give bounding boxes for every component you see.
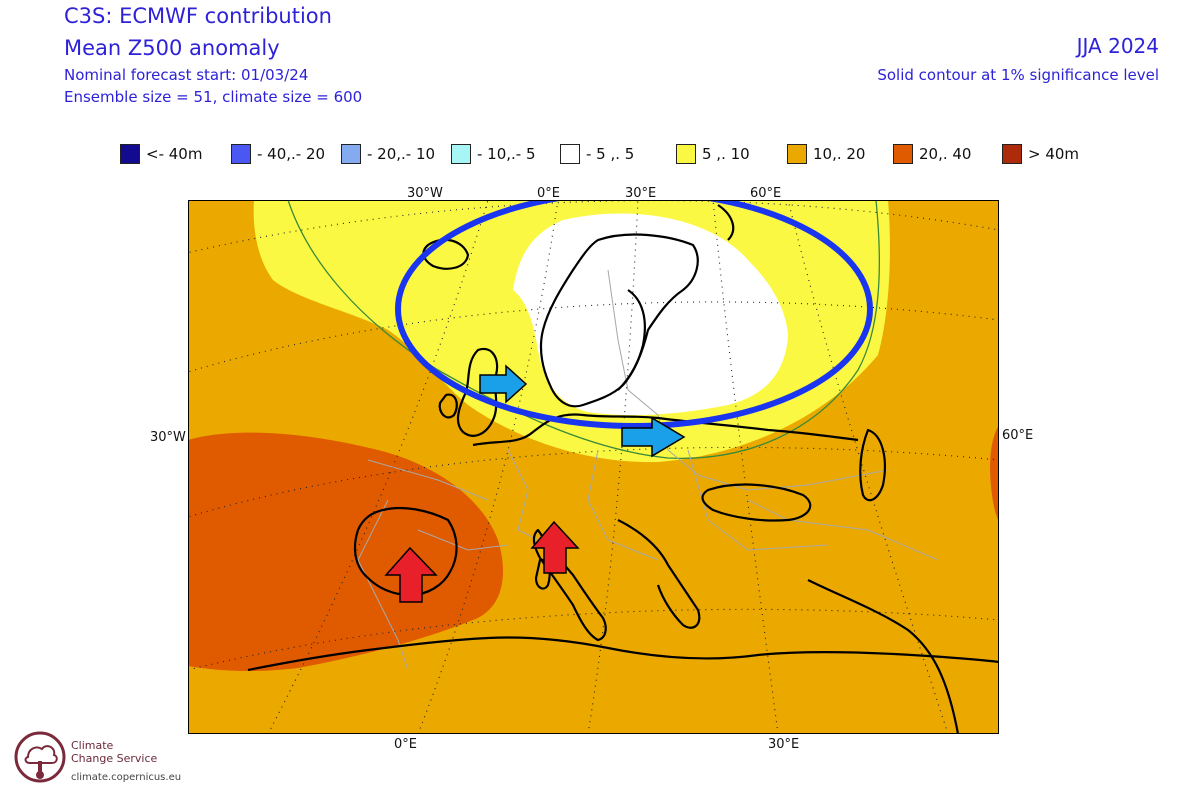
graticule-label-top: 0°E bbox=[537, 186, 560, 201]
red-arrow-icon bbox=[530, 520, 580, 574]
legend-item: > 40m bbox=[1002, 143, 1079, 165]
red-arrow-icon bbox=[384, 546, 438, 603]
legend-label: - 10,.- 5 bbox=[477, 145, 536, 163]
blue-arrow-icon bbox=[479, 364, 528, 404]
legend-label: - 5 ,. 5 bbox=[586, 145, 635, 163]
legend-item: 10,. 20 bbox=[787, 143, 865, 165]
color-legend: <- 40m - 40,.- 20 - 20,.- 10 - 10,.- 5 -… bbox=[120, 143, 1120, 165]
map-frame bbox=[188, 200, 999, 734]
logo-name-line: Climate bbox=[71, 739, 114, 752]
legend-item: - 5 ,. 5 bbox=[560, 143, 634, 165]
graticule bbox=[188, 200, 999, 734]
forecast-start-text: Nominal forecast start: 01/03/24 bbox=[64, 66, 309, 84]
climate-change-service-logo bbox=[14, 731, 66, 783]
legend-label: <- 40m bbox=[146, 145, 203, 163]
anomaly-band-20-40-edge bbox=[990, 425, 999, 522]
logo-text: Climate Change Service bbox=[71, 739, 157, 765]
legend-swatch bbox=[341, 144, 361, 164]
legend-label: - 20,.- 10 bbox=[367, 145, 436, 163]
legend-swatch bbox=[451, 144, 471, 164]
legend-swatch bbox=[120, 144, 140, 164]
season-label: JJA 2024 bbox=[1076, 34, 1159, 58]
logo-name-line: Change Service bbox=[71, 752, 158, 765]
legend-label: 10,. 20 bbox=[813, 145, 866, 163]
graticule-label-top: 30°E bbox=[625, 186, 657, 201]
graticule-label-right: 60°E bbox=[1002, 428, 1034, 443]
legend-swatch bbox=[787, 144, 807, 164]
graticule-label-top: 60°E bbox=[750, 186, 782, 201]
highlight-ellipse bbox=[395, 200, 873, 429]
legend-swatch bbox=[231, 144, 251, 164]
graticule-label-left: 30°W bbox=[150, 430, 186, 445]
legend-swatch bbox=[1002, 144, 1022, 164]
blue-arrow-icon bbox=[621, 416, 686, 458]
legend-item: 20,. 40 bbox=[893, 143, 971, 165]
legend-item: - 10,.- 5 bbox=[451, 143, 536, 165]
chart-subtitle: Mean Z500 anomaly bbox=[64, 36, 280, 60]
significance-note: Solid contour at 1% significance level bbox=[877, 66, 1159, 84]
legend-swatch bbox=[560, 144, 580, 164]
legend-item: - 40,.- 20 bbox=[231, 143, 325, 165]
legend-item: <- 40m bbox=[120, 143, 202, 165]
graticule-label-bottom: 30°E bbox=[768, 737, 800, 752]
legend-item: 5 ,. 10 bbox=[676, 143, 750, 165]
legend-label: 5 ,. 10 bbox=[702, 145, 750, 163]
graticule-label-top: 30°W bbox=[407, 186, 443, 201]
logo-url: climate.copernicus.eu bbox=[71, 772, 182, 783]
anomaly-band-neutral bbox=[513, 213, 788, 416]
ensemble-size-text: Ensemble size = 51, climate size = 600 bbox=[64, 88, 363, 106]
coastlines bbox=[247, 204, 999, 734]
anomaly-band-20-40 bbox=[188, 432, 504, 672]
chart-title: C3S: ECMWF contribution bbox=[64, 4, 332, 28]
legend-label: 20,. 40 bbox=[919, 145, 972, 163]
legend-item: - 20,.- 10 bbox=[341, 143, 435, 165]
graticule-label-bottom: 0°E bbox=[394, 737, 417, 752]
legend-swatch bbox=[676, 144, 696, 164]
legend-label: - 40,.- 20 bbox=[257, 145, 326, 163]
anomaly-map bbox=[188, 200, 999, 734]
legend-label: > 40m bbox=[1028, 145, 1080, 163]
significance-contour bbox=[287, 200, 880, 459]
legend-swatch bbox=[893, 144, 913, 164]
